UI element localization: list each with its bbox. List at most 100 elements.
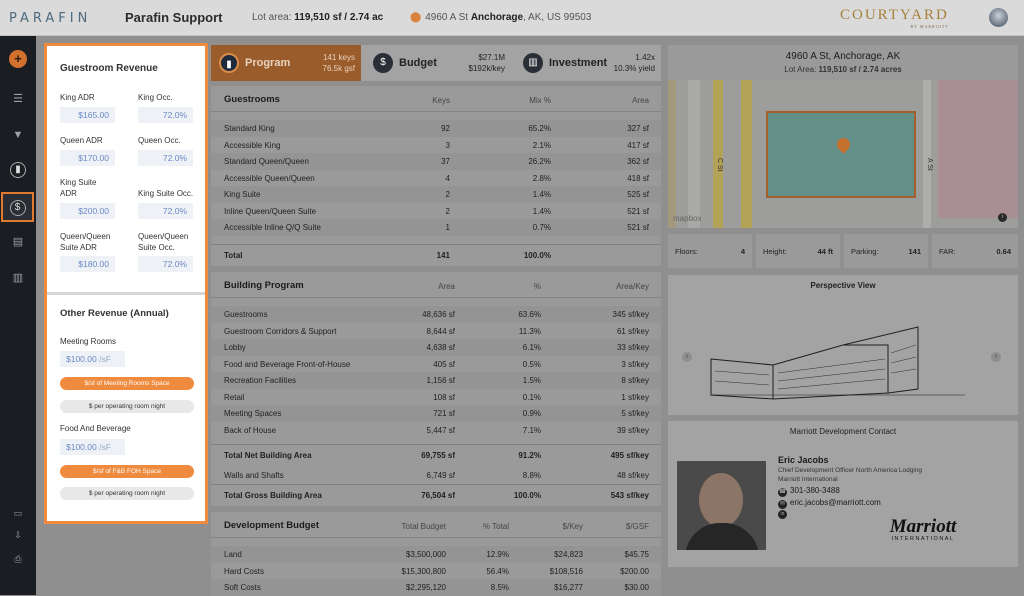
user-avatar[interactable] [989,8,1008,27]
building-row-cell: 5 sf/key [621,409,649,418]
building-row: Retail 108 sf 0.1% 1 sf/key [211,389,661,406]
mapbox-attribution[interactable]: mapbox [673,214,702,223]
queen-suite-occ-label: Queen/Queen Suite Occ. [138,232,189,252]
meeting-sf-option[interactable]: $/sf of Meeting Rooms Space [60,377,194,390]
lot-area-value: 119,510 sf / 2.74 ac [294,12,384,23]
building-row-cell: 7.1% [522,425,541,435]
guestroom-row-cell: 65.2% [528,124,551,133]
map-block-pink [938,80,1018,218]
revenue-icon[interactable]: $ [1,192,34,222]
list-icon[interactable]: ☰ [13,93,23,105]
building-row-cell: 1.5% [522,376,541,385]
site-stats: Floors: 4 Height: 44 ft Parking: 141 FAR: 0.… [668,234,1018,268]
queen-suite-adr-input[interactable]: $180.00 [60,256,115,272]
next-arrow-icon[interactable]: › [991,352,1001,362]
guestroom-row-cell: Accessible Inline Q/Q Suite [224,223,321,232]
investment-icon[interactable]: ▥ [12,272,24,284]
map-lot-label: Lot Area: [784,65,817,74]
top-bar: PARAFIN Parafin Support Lot area: 119,51… [0,0,1024,36]
king-adr-input[interactable]: $165.00 [60,107,115,123]
guestroom-row-cell: 92 [441,124,450,133]
info-icon[interactable]: i [998,213,1007,222]
contact-phone-text: 301-380-3488 [790,486,840,495]
guestroom-row-cell: 362 sf [627,157,649,166]
guestroom-row-cell: Accessible King [224,140,281,150]
meeting-rooms-input[interactable]: $100.00 /sF [60,351,125,367]
building-row-cell: 33 sf/key [616,343,649,352]
address: ⬤ 4960 A St Anchorage, AK, US 99503 [410,12,591,23]
report-icon[interactable]: ▭ [13,508,23,518]
building-gross-divider [211,484,661,485]
queen-occ-label: Queen Occ. [138,136,181,145]
guestroom-row-cell: 521 sf [627,206,649,216]
guestroom-row-cell: 521 sf [627,223,649,232]
budget-row-cell: $2,295,120 [405,583,446,592]
budget-row-cell: $108,516 [549,566,583,576]
tab-budget[interactable]: $ Budget $27.1M $192k/key [365,45,511,81]
tab-program-label: Program [245,57,291,69]
marriott-logo-text: Marriott [889,516,957,537]
map-lot-area: Lot Area: 119,510 sf / 2.74 acres [668,65,1018,74]
chart-icon: ▥ [523,53,543,73]
building-row-cell: 1 sf/key [621,392,649,402]
king-occ-input[interactable]: 72.0% [138,107,193,123]
tab-investment-multiple: 1.42x [635,53,655,62]
fb-room-night-option[interactable]: $ per operating room night [60,487,194,500]
tab-investment-label: Investment [549,57,608,69]
building-row-cell: 39 sf/key [616,425,649,435]
building-row-cell: 108 sf [433,392,455,402]
tab-program[interactable]: ▮ Program 141 keys 76.5k gsf [211,45,361,81]
fb-sf-option[interactable]: $/sf of F&B FOH Space [60,465,194,478]
budget-row: Soft Costs $2,295,120 8.5% $16,277 $30.00 [211,579,661,596]
queen-adr-input[interactable]: $170.00 [60,150,115,166]
linkedin-icon[interactable]: in [778,510,787,519]
meeting-room-night-option[interactable]: $ per operating room night [60,400,194,413]
panel-divider [47,292,205,295]
guestrooms-col-keys: Keys [432,96,450,105]
contact-email[interactable]: ✉ eric.jacobs@marriott.com [778,498,881,509]
parking-value: 141 [908,247,921,256]
plus-icon[interactable]: + [9,50,27,68]
development-budget-header: Development Budget Total Budget % Total … [211,512,661,538]
program-icon[interactable]: ▮ [8,160,28,178]
building-gross-row: Total Gross Building Area 76,504 sf 100.… [211,487,661,504]
food-beverage-input[interactable]: $100.00 /sF [60,439,125,455]
building-sketch [710,326,965,400]
download-icon[interactable]: ⇩ [14,530,22,540]
tab-investment[interactable]: ▥ Investment 1.42x 10.3% yield [515,45,661,81]
queen-suite-occ-input[interactable]: 72.0% [138,256,193,272]
gross-areakey: 543 sf/key [610,491,649,500]
print-icon[interactable]: ⎙ [14,554,22,564]
building-row-cell: 48,636 sf [422,310,455,319]
meeting-rooms-label: Meeting Rooms [60,337,117,346]
sidebar: + ☰ ▼ ▮ $ ▤ ▥ ▭ ⇩ ⎙ [0,36,36,595]
building-row: Guestroom Corridors & Support 8,644 sf 11.… [211,323,661,340]
guestroom-revenue-title: Guestroom Revenue [60,63,158,74]
building-row-cell: Guestrooms [224,310,268,319]
building-row-cell: Back of House [224,425,277,435]
site-map[interactable]: C St A St mapbox i [668,80,1018,228]
contact-title: Marriott Development Contact [789,427,897,436]
king-suite-occ-input[interactable]: 72.0% [138,203,193,219]
building-row-cell: 0.9% [522,409,541,418]
meeting-rooms-value: $100.00 [66,354,97,364]
tab-program-stats: 141 keys 76.5k gsf [323,52,355,74]
map-road [688,80,700,228]
prev-arrow-icon[interactable]: ‹ [682,352,692,362]
contact-name: Eric Jacobs [778,455,829,465]
queen-occ-input[interactable]: 72.0% [138,150,193,166]
contact-suit [685,523,759,550]
budget-icon[interactable]: ▤ [12,236,24,248]
contact-email-text: eric.jacobs@marriott.com [790,498,881,507]
location-pin-icon: ⬤ [410,12,422,23]
filter-icon[interactable]: ▼ [12,129,24,141]
perspective-card: Perspective View ‹ › [668,275,1018,415]
budget-row-cell: $16,277 [554,583,583,592]
marriott-logo: Marriott INTERNATIONAL [878,517,968,542]
email-icon: ✉ [778,500,787,509]
far-label: FAR: [939,247,956,256]
app-logo[interactable]: PARAFIN [9,11,92,26]
king-suite-adr-input[interactable]: $200.00 [60,203,115,219]
contact-phone[interactable]: ☎ 301-380-3488 [778,486,840,497]
meeting-rooms-unit: /sF [99,354,111,364]
